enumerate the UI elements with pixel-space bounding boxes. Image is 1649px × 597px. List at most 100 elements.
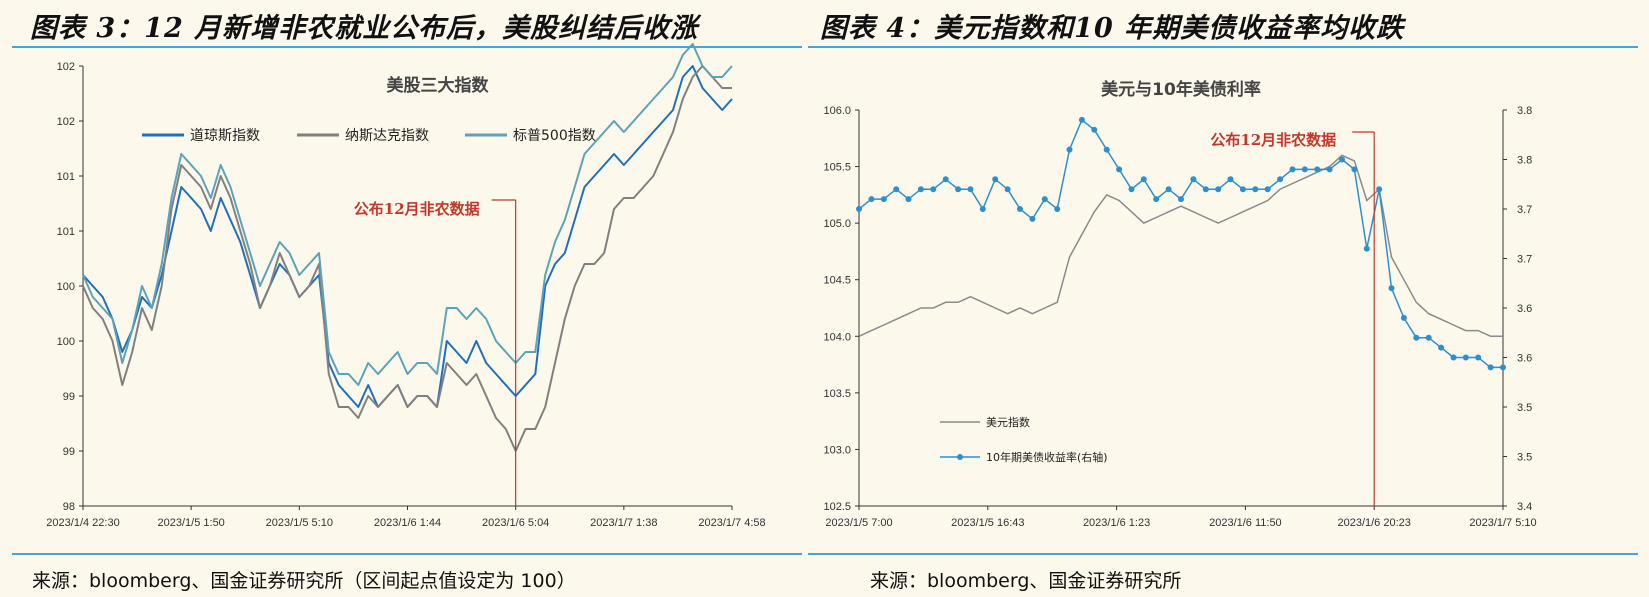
right-source-note: 来源：bloomberg、国金证券研究所 bbox=[870, 570, 1182, 592]
left-y-tick-label: 101 bbox=[57, 171, 75, 183]
right-yield-point bbox=[1078, 116, 1085, 123]
right-yield-point bbox=[1351, 166, 1358, 173]
right-yield-point bbox=[1487, 364, 1494, 371]
left-bottom-rule bbox=[12, 553, 802, 555]
right-y2-tick-label: 3.7 bbox=[1517, 254, 1532, 266]
left-legend-label: 纳斯达克指数 bbox=[345, 128, 429, 144]
right-x-tick-label: 2023/1/6 1:23 bbox=[1083, 517, 1150, 529]
right-y2-tick-label: 3.8 bbox=[1517, 155, 1532, 167]
left-x-tick-label: 2023/1/7 4:58 bbox=[698, 517, 765, 529]
right-yield-point bbox=[1215, 186, 1222, 193]
left-x-tick-label: 2023/1/5 5:10 bbox=[266, 517, 333, 529]
right-yield-point bbox=[1041, 196, 1048, 203]
right-yield-point bbox=[1227, 176, 1234, 183]
right-yield-point bbox=[1400, 314, 1407, 321]
right-bottom-rule bbox=[808, 553, 1638, 555]
right-x-tick-label: 2023/1/5 16:43 bbox=[951, 517, 1024, 529]
right-yield-point bbox=[1091, 126, 1098, 133]
left-series-line bbox=[82, 65, 732, 452]
right-y2-tick-label: 3.6 bbox=[1517, 303, 1532, 315]
right-y-tick-label: 102.5 bbox=[823, 501, 851, 513]
left-y-tick-label: 100 bbox=[57, 336, 75, 348]
right-yield-point bbox=[868, 196, 875, 203]
right-yield-point bbox=[1066, 146, 1073, 153]
right-y-tick-label: 104.5 bbox=[823, 275, 851, 287]
right-y-tick-label: 106.0 bbox=[823, 105, 851, 117]
left-x-tick-label: 2023/1/6 5:04 bbox=[482, 517, 549, 529]
right-yield-point bbox=[1165, 186, 1172, 193]
right-yield-point bbox=[992, 176, 999, 183]
left-y-tick-label: 102 bbox=[57, 116, 75, 128]
left-y-tick-label: 102 bbox=[57, 61, 75, 73]
right-yield-point bbox=[1190, 176, 1197, 183]
left-x-tick-label: 2023/1/5 1:50 bbox=[158, 517, 225, 529]
left-x-tick-label: 2023/1/7 1:38 bbox=[590, 517, 657, 529]
left-panel-title: 图表 3：12 月新增非农就业公布后，美股纠结后收涨 bbox=[30, 13, 699, 44]
right-yield-point bbox=[1301, 166, 1308, 173]
left-y-tick-label: 101 bbox=[57, 226, 75, 238]
right-yield-point bbox=[1462, 354, 1469, 361]
right-yield-point bbox=[1475, 354, 1482, 361]
right-legend-label-usd: 美元指数 bbox=[986, 415, 1030, 429]
right-yield-point bbox=[893, 186, 900, 193]
right-yield-point bbox=[1128, 186, 1135, 193]
right-y-tick-label: 105.0 bbox=[823, 218, 851, 230]
right-yield-point bbox=[1314, 166, 1321, 173]
right-annotation-label: 公布12月非农数据 bbox=[1210, 131, 1336, 149]
right-yield-point bbox=[1017, 206, 1023, 212]
right-yield-point bbox=[1326, 166, 1333, 173]
right-yield-point bbox=[979, 206, 986, 212]
left-x-tick-label: 2023/1/4 22:30 bbox=[46, 517, 119, 529]
right-yield-point bbox=[930, 186, 937, 193]
left-legend-label: 标普500指数 bbox=[513, 128, 596, 144]
right-y2-tick-label: 3.8 bbox=[1517, 105, 1532, 117]
right-title-rule bbox=[808, 46, 1638, 48]
right-yield-point bbox=[905, 196, 912, 203]
left-source-note: 来源：bloomberg、国金证券研究所（区间起点值设定为 100） bbox=[32, 570, 576, 592]
right-y-tick-label: 105.5 bbox=[823, 162, 851, 174]
left-x-tick-label: 2023/1/6 1:44 bbox=[374, 517, 441, 529]
left-series-line bbox=[82, 65, 733, 408]
right-yield-point bbox=[942, 176, 949, 183]
right-panel-title: 图表 4：美元指数和10 年期美债收益率均收跌 bbox=[820, 13, 1405, 44]
right-legend-label-yield: 10年期美债收益率(右轴) bbox=[986, 450, 1108, 464]
right-yield-point bbox=[1264, 186, 1271, 193]
right-yield-point bbox=[1153, 196, 1160, 203]
left-y-tick-label: 99 bbox=[63, 446, 75, 458]
left-y-tick-label: 99 bbox=[63, 391, 75, 403]
left-series-line bbox=[82, 43, 733, 386]
right-y2-tick-label: 3.5 bbox=[1517, 402, 1532, 414]
left-legend-label: 道琼斯指数 bbox=[190, 128, 260, 144]
right-yield-point bbox=[1103, 146, 1110, 153]
right-yield-point bbox=[1363, 245, 1370, 252]
right-yield-point bbox=[967, 186, 974, 193]
right-yield-point bbox=[1388, 285, 1395, 292]
right-yield-point bbox=[1450, 354, 1457, 361]
right-yield-point bbox=[1425, 334, 1432, 341]
right-x-tick-label: 2023/1/6 11:50 bbox=[1209, 517, 1282, 529]
right-series-usd-line bbox=[858, 154, 1503, 338]
left-y-tick-label: 98 bbox=[63, 501, 75, 513]
right-series-yield-line bbox=[858, 118, 1503, 369]
right-y2-tick-label: 3.7 bbox=[1517, 204, 1532, 216]
right-yield-point bbox=[1252, 186, 1259, 193]
left-chart-title: 美股三大指数 bbox=[387, 75, 490, 96]
right-y2-tick-label: 3.4 bbox=[1517, 501, 1532, 513]
right-yield-point bbox=[1339, 156, 1345, 163]
left-y-tick-label: 100 bbox=[57, 281, 75, 293]
right-yield-point bbox=[1239, 186, 1246, 193]
left-title-rule bbox=[12, 46, 802, 48]
right-yield-point bbox=[1277, 176, 1284, 183]
right-yield-point bbox=[1376, 186, 1383, 193]
right-yield-point bbox=[1029, 215, 1036, 222]
left-annotation-label: 公布12月非农数据 bbox=[354, 200, 480, 218]
right-x-tick-label: 2023/1/6 20:23 bbox=[1337, 517, 1410, 529]
right-x-tick-label: 2023/1/7 5:10 bbox=[1469, 517, 1536, 529]
right-yield-point bbox=[880, 196, 887, 203]
right-y2-tick-label: 3.5 bbox=[1517, 452, 1532, 464]
right-y2-tick-label: 3.6 bbox=[1517, 353, 1532, 365]
right-legend-marker-yield bbox=[957, 454, 963, 460]
right-yield-point bbox=[1438, 344, 1445, 351]
right-yield-point bbox=[1202, 186, 1209, 193]
